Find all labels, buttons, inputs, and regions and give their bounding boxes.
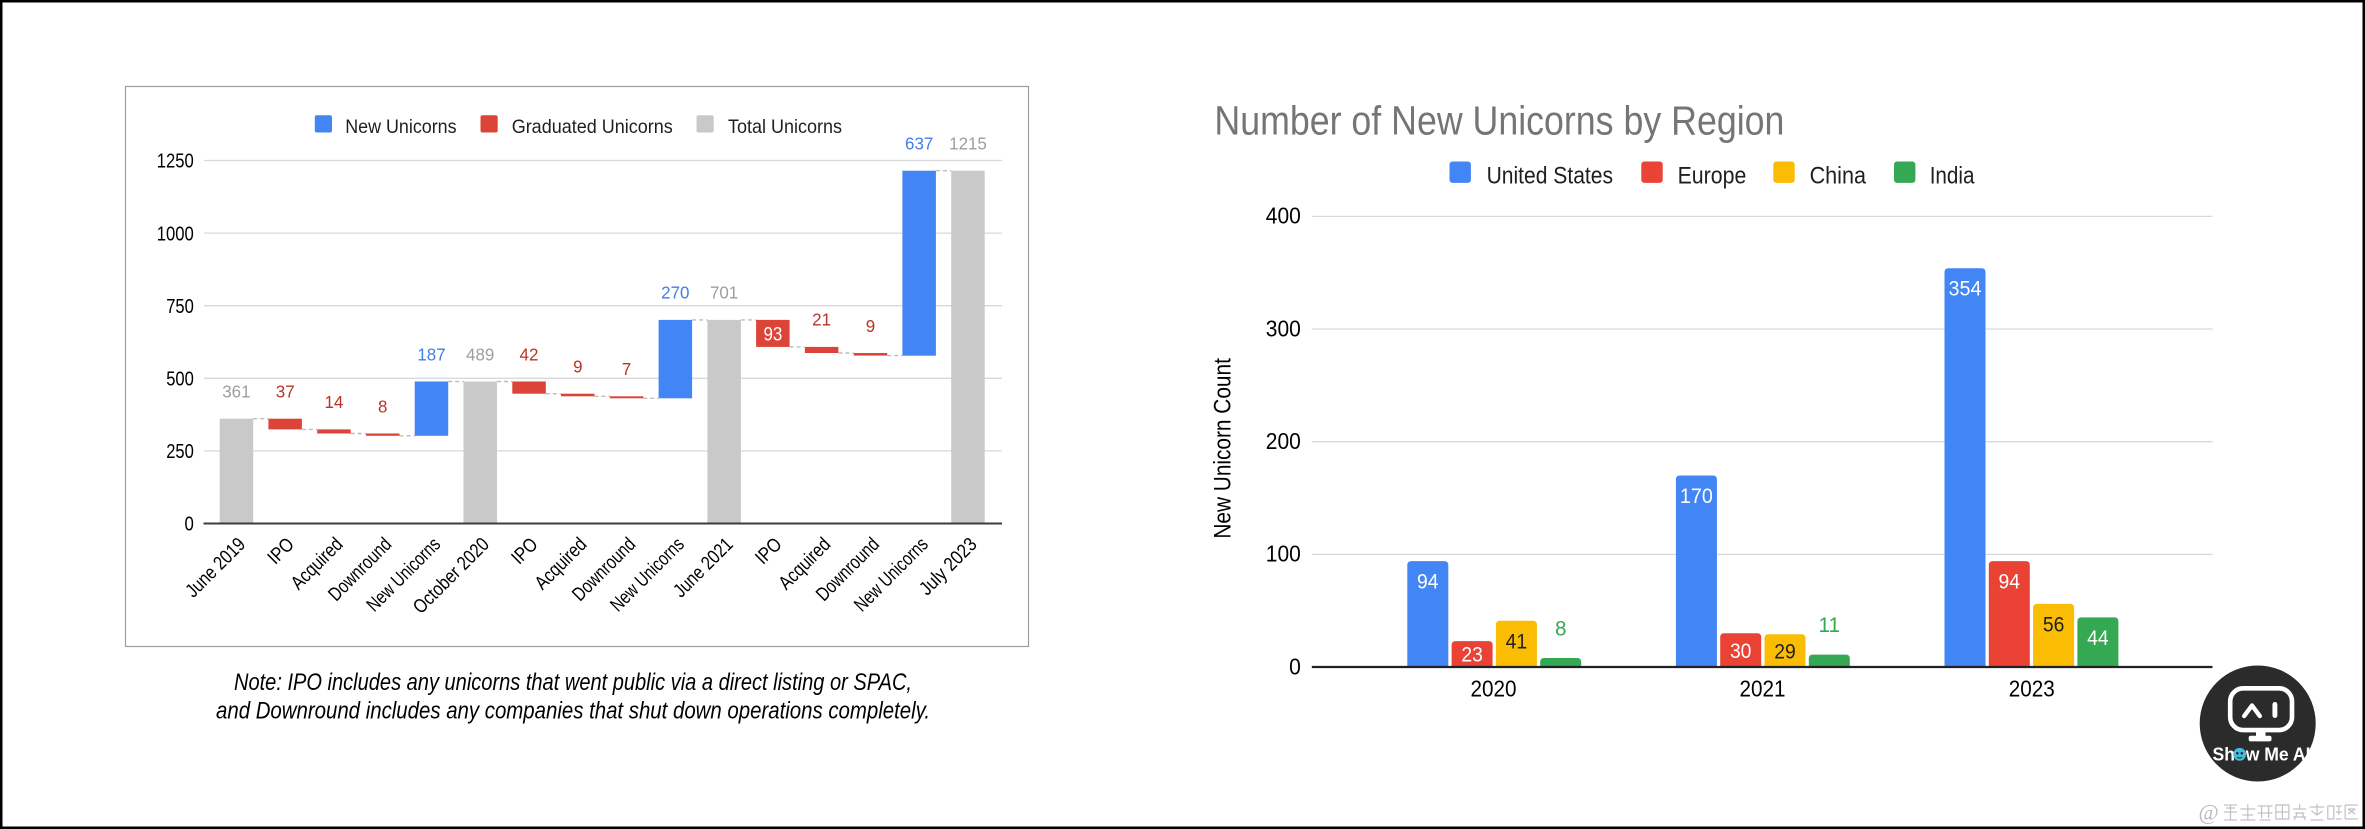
svg-text:94: 94: [1999, 570, 2021, 594]
svg-text:New Unicorn Count: New Unicorn Count: [1210, 358, 1237, 539]
svg-text:7: 7: [622, 359, 631, 379]
svg-text:170: 170: [1680, 484, 1713, 508]
svg-text:29: 29: [1774, 639, 1796, 663]
svg-text:56: 56: [2043, 612, 2065, 636]
svg-text:44: 44: [2087, 626, 2109, 650]
svg-text:India: India: [1930, 163, 1975, 190]
svg-text:Number of New Unicorns by Regi: Number of New Unicorns by Region: [1214, 97, 1784, 143]
svg-text:200: 200: [1266, 428, 1301, 454]
svg-text:0: 0: [185, 513, 194, 536]
svg-text:489: 489: [466, 344, 494, 364]
svg-text:and Downround includes any com: and Downround includes any companies tha…: [216, 698, 930, 725]
svg-text:11: 11: [1819, 613, 1841, 637]
svg-text:30: 30: [1730, 639, 1752, 663]
svg-text:Graduated Unicorns: Graduated Unicorns: [512, 116, 673, 138]
svg-text:2023: 2023: [2009, 675, 2055, 701]
svg-text:Note: IPO includes any unicorn: Note: IPO includes any unicorns that wen…: [234, 669, 912, 696]
svg-text:China: China: [1810, 163, 1867, 190]
svg-text:42: 42: [520, 344, 539, 364]
svg-text:701: 701: [710, 283, 738, 303]
svg-text:New Unicorns: New Unicorns: [345, 116, 457, 138]
svg-text:93: 93: [763, 323, 782, 345]
svg-text:Europe: Europe: [1678, 163, 1747, 190]
svg-text:@: @: [2199, 800, 2219, 825]
svg-text:270: 270: [661, 283, 690, 303]
svg-text:94: 94: [1417, 570, 1439, 594]
svg-text:8: 8: [378, 396, 387, 416]
svg-text:41: 41: [1506, 629, 1528, 653]
svg-text:250: 250: [166, 440, 194, 463]
svg-text:750: 750: [166, 295, 194, 318]
svg-text:37: 37: [276, 382, 295, 402]
svg-text:1000: 1000: [157, 222, 194, 245]
svg-text:21: 21: [812, 310, 831, 330]
svg-text:14: 14: [324, 392, 343, 412]
svg-text:23: 23: [1461, 643, 1483, 667]
svg-text:500: 500: [166, 368, 194, 391]
svg-text:0: 0: [1289, 653, 1301, 679]
svg-text:United States: United States: [1487, 163, 1613, 190]
svg-text:354: 354: [1949, 277, 1982, 301]
svg-text:100: 100: [1266, 541, 1301, 567]
svg-text:2020: 2020: [1471, 675, 1517, 701]
svg-text:1215: 1215: [949, 134, 987, 154]
svg-text:187: 187: [417, 344, 445, 364]
svg-text:300: 300: [1266, 315, 1301, 341]
svg-text:9: 9: [573, 357, 582, 377]
svg-text:637: 637: [905, 134, 933, 154]
svg-text:2021: 2021: [1740, 675, 1786, 701]
svg-text:Show Me AI: Show Me AI: [2213, 744, 2311, 765]
svg-text:361: 361: [222, 382, 250, 402]
svg-text:Total Unicorns: Total Unicorns: [728, 116, 842, 138]
svg-text:1250: 1250: [157, 150, 194, 173]
svg-text:9: 9: [866, 316, 875, 336]
svg-text:400: 400: [1266, 203, 1301, 229]
svg-text:8: 8: [1555, 617, 1567, 641]
